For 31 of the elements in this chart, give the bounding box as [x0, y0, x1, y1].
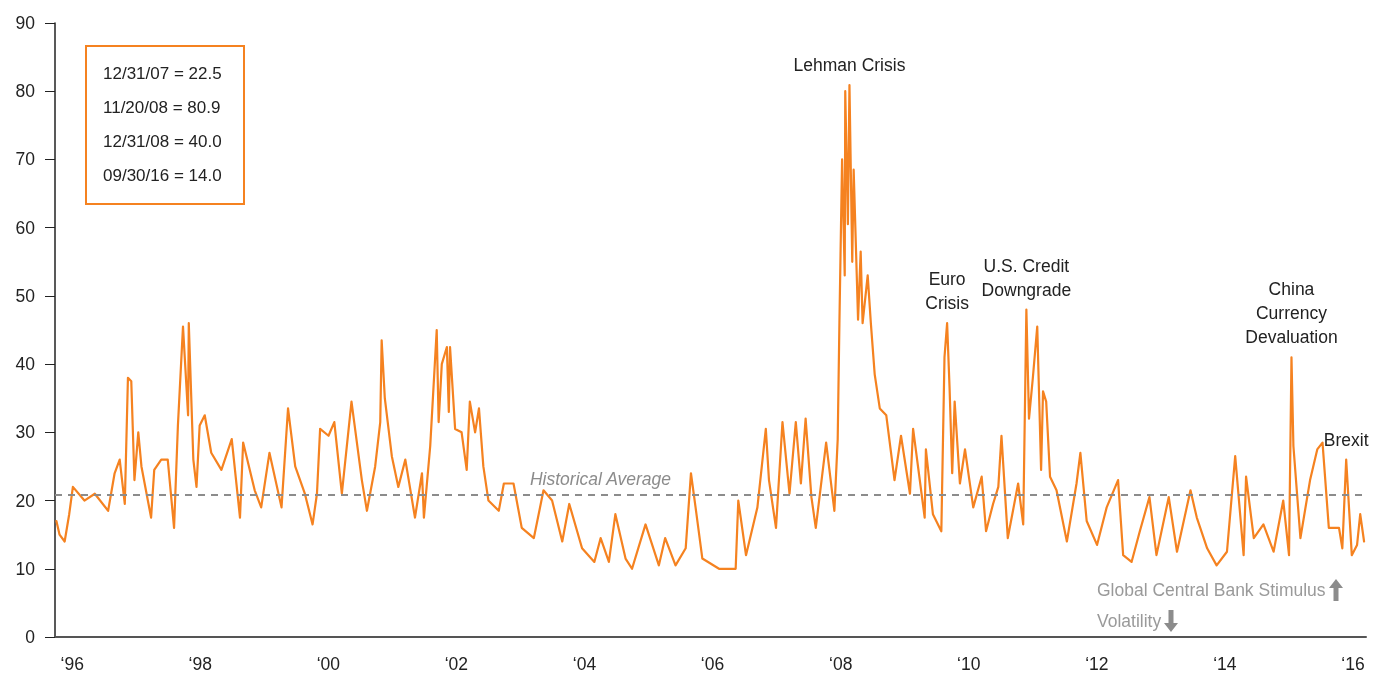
annotation: Lehman Crisis [793, 55, 906, 76]
annotation: Brexit [1323, 429, 1369, 450]
x-tick-label: ‘00 [316, 654, 341, 674]
x-tick-label: ‘04 [572, 654, 597, 674]
y-tick-label: 60 [15, 217, 36, 238]
y-tick-label: 40 [15, 354, 36, 375]
x-tick-label: ‘98 [188, 654, 212, 674]
x-tick-label: ‘10 [957, 654, 981, 674]
annotation: 12/31/07 = 22.5 11/20/08 = 80.9 12/31/08 = 40.0 09/30/16 = 14.0 [103, 63, 223, 187]
y-tick-label: 30 [15, 422, 36, 443]
annotation: Volatility [1097, 610, 1162, 632]
x-tick-label: ‘06 [700, 654, 725, 674]
x-tick-label: ‘12 [1085, 654, 1109, 674]
annotation: China Currency Devaluation [1245, 279, 1338, 348]
x-tick-label: ‘16 [1341, 654, 1365, 674]
y-tick-label: 0 [25, 627, 36, 647]
y-tick-label: 50 [15, 285, 36, 306]
y-tick-label: 10 [15, 558, 36, 579]
annotation: Euro Crisis [925, 269, 970, 314]
annotation: Global Central Bank Stimulus [1097, 579, 1326, 601]
annotation: U.S. Credit Downgrade [981, 255, 1072, 300]
x-tick-label: ‘14 [1213, 654, 1237, 674]
x-tick-label: ‘02 [444, 654, 469, 674]
y-tick-label: 80 [15, 81, 36, 102]
y-tick-label: 90 [15, 13, 36, 33]
ref-line-label: Historical Average [529, 469, 672, 490]
y-tick-label: 20 [15, 490, 36, 511]
x-tick-label: ‘96 [60, 654, 84, 674]
note-box: 12/31/07 = 22.5 11/20/08 = 80.9 12/31/08 = 40.0 09/30/16 = 14.0 [85, 45, 245, 205]
x-tick-label: ‘08 [829, 654, 853, 674]
y-tick-label: 70 [15, 149, 36, 170]
